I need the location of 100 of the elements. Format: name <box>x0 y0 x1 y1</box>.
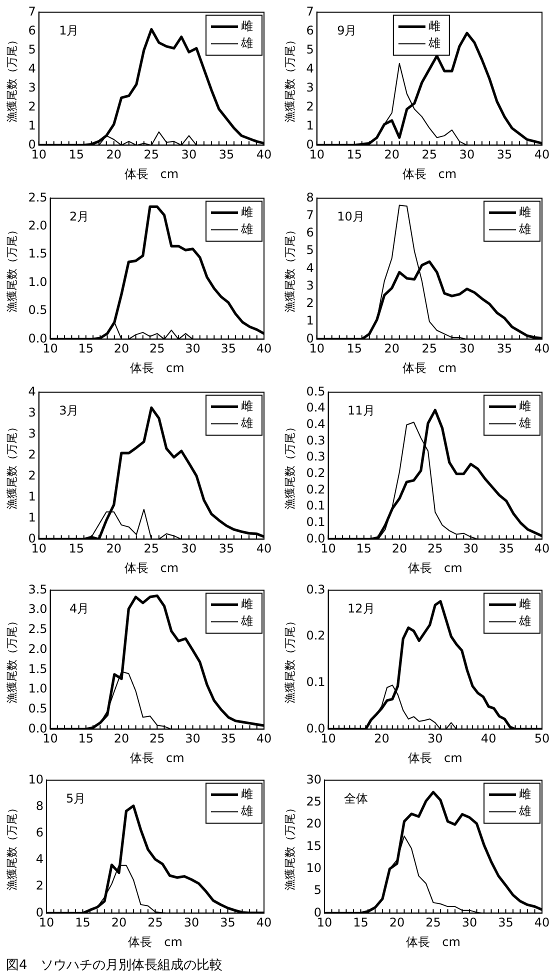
legend-label: 雌 <box>241 204 253 219</box>
x-tick-label: 40 <box>256 732 272 746</box>
legend-label: 雌 <box>241 398 253 413</box>
x-tick-label: 20 <box>392 542 408 556</box>
y-tick-label: 0.5 <box>28 701 48 716</box>
x-tick-label: 25 <box>150 732 165 746</box>
x-tick-label: 35 <box>218 542 234 556</box>
legend-label: 雌 <box>428 18 440 33</box>
x-tick-label: 20 <box>111 916 127 930</box>
text: 11月 <box>348 403 375 418</box>
y-tick-label: 6 <box>306 23 314 38</box>
y-tick-label: 1.5 <box>28 662 48 676</box>
x-axis-title: 体長 cm <box>128 934 182 949</box>
y-tick-label: 0.3 <box>306 433 326 448</box>
x-tick-label: 30 <box>459 342 475 356</box>
x-tick-label: 40 <box>256 916 272 930</box>
y-tick-label: 1 <box>306 118 314 132</box>
y-tick-label: 4 <box>306 260 314 275</box>
y-tick-label: 1.0 <box>28 274 48 289</box>
y-tick-label: 5 <box>314 883 322 898</box>
legend-label: 雄 <box>518 222 531 236</box>
y-tick-label: 3.0 <box>28 602 48 616</box>
legend-label: 雄 <box>240 222 253 236</box>
x-tick-label: 35 <box>220 732 236 746</box>
x-tick-label: 15 <box>346 148 362 162</box>
text: 全体 <box>344 791 368 806</box>
y-tick-label: 1 <box>28 510 36 524</box>
y-tick-label: 5 <box>306 42 314 56</box>
y-tick-label: 0.1 <box>306 514 326 529</box>
x-tick-label: 20 <box>389 916 405 930</box>
y-tick-label: 0.3 <box>306 582 326 596</box>
y-axis-title: 漁獲尾数（万尾） <box>5 802 18 891</box>
y-tick-label: 3.5 <box>28 582 48 596</box>
y-tick-label: 5 <box>306 243 314 258</box>
x-tick-label: 35 <box>496 148 512 162</box>
x-tick-label: 40 <box>534 542 550 556</box>
text: 1月 <box>59 23 79 38</box>
y-tick-label: 7 <box>306 4 314 18</box>
x-tick-label: 25 <box>150 342 165 356</box>
x-tick-label: 25 <box>422 342 438 356</box>
legend-label: 雌 <box>241 786 253 801</box>
x-tick-label: 20 <box>384 148 400 162</box>
y-tick-label: 4 <box>306 61 314 76</box>
legend-label: 雄 <box>240 36 253 50</box>
legend-label: 雄 <box>240 416 253 430</box>
y-tick-label: 6 <box>36 826 44 840</box>
y-tick-label: 1 <box>28 118 36 132</box>
y-axis-title: 漁獲尾数（万尾） <box>283 616 296 704</box>
x-axis-title: 体長 cm <box>408 560 462 575</box>
text: 5月 <box>66 791 86 806</box>
x-axis-title: 体長 cm <box>408 750 462 765</box>
legend-label: 雌 <box>519 204 531 219</box>
y-axis-title: 漁獲尾数（万尾） <box>283 34 296 123</box>
y-tick-label: 30 <box>306 772 322 786</box>
x-axis-title: 体長 cm <box>124 560 179 575</box>
y-tick-label: 3 <box>306 80 314 94</box>
x-tick-label: 20 <box>106 542 122 556</box>
x-tick-label: 30 <box>462 916 478 930</box>
x-axis-title: 体長 cm <box>402 166 457 181</box>
y-axis-title: 漁獲尾数（万尾） <box>283 422 296 510</box>
x-tick-label: 35 <box>498 916 514 930</box>
x-tick-label: 25 <box>426 916 441 930</box>
x-tick-label: 35 <box>220 916 236 930</box>
x-tick-label: 40 <box>256 542 272 556</box>
y-tick-label: 10 <box>306 860 322 875</box>
y-tick-label: 0.4 <box>306 400 326 415</box>
y-axis-title: 漁獲尾数（万尾） <box>5 224 18 313</box>
y-tick-label: 0.5 <box>28 303 48 318</box>
x-tick-label: 35 <box>498 542 514 556</box>
x-tick-label: 25 <box>428 542 443 556</box>
y-tick-label: 6 <box>28 23 36 38</box>
x-tick-label: 15 <box>75 916 90 930</box>
y-tick-label: 7 <box>28 4 36 18</box>
x-tick-label: 30 <box>185 732 200 746</box>
x-tick-label: 30 <box>428 732 443 746</box>
y-tick-label: 0.4 <box>306 416 326 431</box>
x-axis-title: 体長 cm <box>406 934 460 949</box>
x-tick-label: 30 <box>459 148 475 162</box>
y-tick-label: 7 <box>306 208 314 222</box>
y-tick-label: 20 <box>306 816 322 831</box>
y-tick-label: 0.1 <box>306 674 326 689</box>
legend-label: 雌 <box>519 786 531 801</box>
x-tick-label: 20 <box>114 732 130 746</box>
y-tick-label: 3 <box>306 278 314 292</box>
x-tick-label: 25 <box>422 148 438 162</box>
legend-label: 雄 <box>518 416 531 430</box>
y-tick-label: 2.5 <box>28 190 48 204</box>
x-tick-label: 30 <box>181 542 197 556</box>
y-tick-label: 0.2 <box>306 482 326 496</box>
y-tick-label: 1.0 <box>28 682 48 696</box>
y-tick-label: 2 <box>306 296 314 310</box>
text: 9月 <box>337 23 357 38</box>
x-tick-label: 40 <box>534 342 550 356</box>
x-tick-label: 35 <box>496 342 512 356</box>
y-tick-label: 10 <box>28 772 44 786</box>
text: 4月 <box>70 601 90 616</box>
y-tick-label: 3 <box>28 405 36 420</box>
legend-label: 雄 <box>427 36 440 50</box>
y-axis-title: 漁獲尾数（万尾） <box>283 802 296 891</box>
y-axis-title: 漁獲尾数（万尾） <box>5 616 18 704</box>
